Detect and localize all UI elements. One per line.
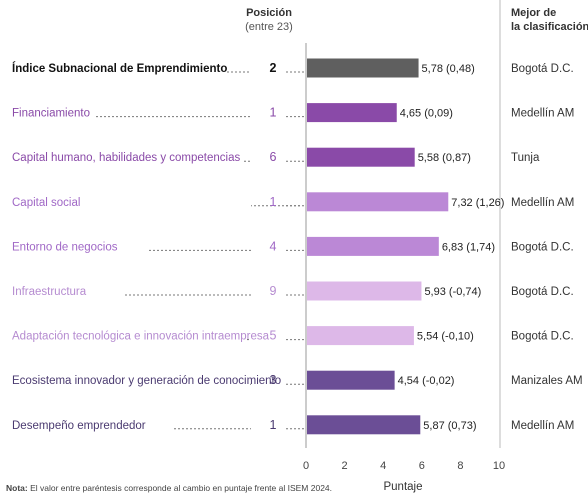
bar-row: Capital social 1 7,32 (1,26) Medellín AM [12,192,574,212]
position-value: 1 [270,418,277,432]
bar [307,415,421,435]
best-city: Medellín AM [511,108,574,120]
position-value: 2 [270,61,277,75]
footnote-bold: Nota: [6,483,28,493]
data-label: 7,32 (1,26) [451,197,504,209]
bar [307,326,414,346]
position-value: 6 [270,150,277,164]
data-label: 5,78 (0,48) [422,63,475,75]
bar [307,103,397,123]
x-tick-label: 4 [380,460,386,472]
bar [307,147,415,167]
footnote: Nota: El valor entre paréntesis correspo… [6,483,332,493]
x-tick-label: 6 [419,460,425,472]
footnote-text: El valor entre paréntesis corresponde al… [28,483,332,493]
best-header-line1: Mejor de [511,7,556,19]
data-label: 6,83 (1,74) [442,241,495,253]
position-value: 9 [270,284,277,298]
best-city: Tunja [511,152,540,164]
category-label: Capital humano, habilidades y competenci… [12,152,240,164]
best-city: Manizales AM [511,375,583,387]
category-label: Financiamiento [12,108,90,120]
bar [307,370,395,390]
best-city: Medellín AM [511,197,574,209]
category-label: Desempeño emprendedor [12,420,146,432]
bar-row: Ecosistema innovador y generación de con… [12,370,583,390]
best-city: Medellín AM [511,420,574,432]
data-label: 5,87 (0,73) [423,420,476,432]
position-value: 5 [270,329,277,343]
x-tick-label: 2 [342,460,348,472]
bar [307,236,439,256]
position-subheader: (entre 23) [245,21,293,33]
bar-row: Infraestructura 9 5,93 (-0,74) Bogotá D.C. [12,281,574,301]
best-city: Bogotá D.C. [511,331,574,343]
best-city: Bogotá D.C. [511,63,574,75]
bar-row: Capital humano, habilidades y competenci… [12,147,540,167]
data-label: 4,65 (0,09) [400,108,453,120]
category-label: Índice Subnacional de Emprendimiento [12,62,227,75]
category-label: Capital social [12,197,80,209]
data-label: 5,58 (0,87) [418,152,471,164]
best-city: Bogotá D.C. [511,241,574,253]
data-label: 5,93 (-0,74) [424,286,481,298]
bar-row: Desempeño emprendedor 1 5,87 (0,73) Medellí… [12,415,574,435]
position-value: 4 [270,239,277,253]
x-tick-label: 8 [457,460,463,472]
bar [307,192,449,212]
position-value: 1 [270,195,277,209]
category-label: Adaptación tecnológica e innovación intr… [12,331,270,343]
bar-row: Índice Subnacional de Emprendimiento 2 5,7… [12,58,574,78]
x-tick-label: 0 [303,460,309,472]
position-value: 3 [270,373,277,387]
bar [307,281,422,301]
best-header-line2: la clasificación [511,21,588,33]
x-axis-label: Puntaje [383,481,422,493]
data-label: 4,54 (-0,02) [398,375,455,387]
position-value: 1 [270,106,277,120]
position-header: Posición [246,7,292,19]
bar-row: Financiamiento 1 4,65 (0,09) Medellín AM [12,103,574,123]
bar-row: Entorno de negocios 4 6,83 (1,74) Bogotá D.… [12,236,574,256]
category-label: Ecosistema innovador y generación de con… [12,375,281,387]
category-label: Entorno de negocios [12,241,118,253]
data-label: 5,54 (-0,10) [417,331,474,343]
best-city: Bogotá D.C. [511,286,574,298]
bar-row: Adaptación tecnológica e innovación intr… [12,326,574,346]
bar [307,58,419,78]
category-label: Infraestructura [12,286,87,298]
x-tick-label: 10 [493,460,505,472]
